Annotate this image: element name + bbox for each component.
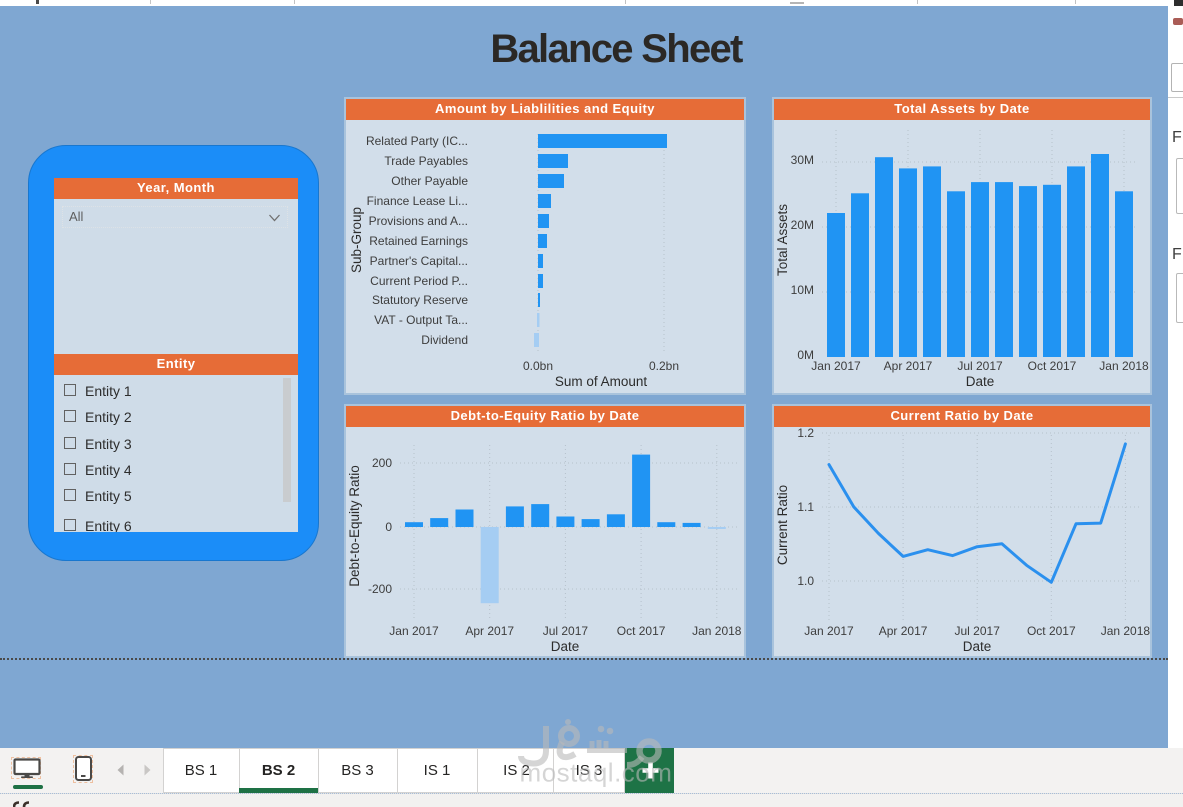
svg-text:Finance Lease Li...: Finance Lease Li... — [367, 194, 468, 208]
svg-text:10M: 10M — [791, 283, 814, 297]
svg-text:Debt-to-Equity Ratio: Debt-to-Equity Ratio — [347, 465, 362, 587]
svg-text:0M: 0M — [797, 348, 814, 362]
svg-text:Partner's Capital...: Partner's Capital... — [370, 254, 468, 268]
svg-text:1.0: 1.0 — [797, 574, 814, 588]
svg-text:1.2: 1.2 — [797, 427, 814, 440]
svg-text:30M: 30M — [791, 153, 814, 167]
svg-text:Statutory Reserve: Statutory Reserve — [372, 293, 468, 307]
svg-text:Jul 2017: Jul 2017 — [955, 624, 1001, 638]
svg-text:0: 0 — [385, 520, 392, 534]
svg-text:Jan 2018: Jan 2018 — [692, 624, 742, 638]
svg-text:Jan 2017: Jan 2017 — [389, 624, 439, 638]
svg-text:Oct 2017: Oct 2017 — [1027, 624, 1076, 638]
svg-text:Oct 2017: Oct 2017 — [617, 624, 666, 638]
svg-text:20M: 20M — [791, 218, 814, 232]
svg-text:Oct 2017: Oct 2017 — [1028, 359, 1077, 373]
svg-text:Trade Payables: Trade Payables — [384, 154, 468, 168]
svg-text:Current Period P...: Current Period P... — [370, 274, 468, 288]
svg-text:Apr 2017: Apr 2017 — [465, 624, 514, 638]
svg-text:1.1: 1.1 — [797, 500, 814, 514]
svg-text:Related Party (IC...: Related Party (IC... — [366, 134, 468, 148]
svg-text:mostaql.com: mostaql.com — [520, 758, 673, 788]
svg-text:Jul 2017: Jul 2017 — [957, 359, 1003, 373]
svg-text:Current Ratio: Current Ratio — [775, 485, 790, 565]
svg-text:Jan 2018: Jan 2018 — [1099, 359, 1149, 373]
svg-text:Jan 2017: Jan 2017 — [811, 359, 861, 373]
svg-text:Sub-Group: Sub-Group — [349, 207, 364, 273]
svg-text:0.0bn: 0.0bn — [523, 359, 553, 373]
svg-text:200: 200 — [372, 456, 392, 470]
svg-text:-200: -200 — [368, 582, 392, 596]
svg-text:VAT - Output Ta...: VAT - Output Ta... — [374, 313, 468, 327]
svg-text:Date: Date — [551, 639, 580, 654]
svg-text:Jan 2018: Jan 2018 — [1101, 624, 1150, 638]
svg-text:Date: Date — [966, 374, 995, 389]
svg-text:Total Assets: Total Assets — [775, 204, 790, 276]
svg-text:Jul 2017: Jul 2017 — [543, 624, 589, 638]
svg-text:Provisions and A...: Provisions and A... — [369, 214, 468, 228]
svg-text:Retained Earnings: Retained Earnings — [369, 234, 468, 248]
svg-text:Sum of Amount: Sum of Amount — [555, 374, 648, 389]
svg-text:Apr 2017: Apr 2017 — [884, 359, 933, 373]
svg-text:Jan 2017: Jan 2017 — [804, 624, 854, 638]
svg-text:Apr 2017: Apr 2017 — [879, 624, 928, 638]
svg-text:Date: Date — [963, 639, 992, 654]
svg-text:0.2bn: 0.2bn — [649, 359, 679, 373]
svg-text:Dividend: Dividend — [421, 333, 468, 347]
svg-text:Other Payable: Other Payable — [391, 174, 468, 188]
